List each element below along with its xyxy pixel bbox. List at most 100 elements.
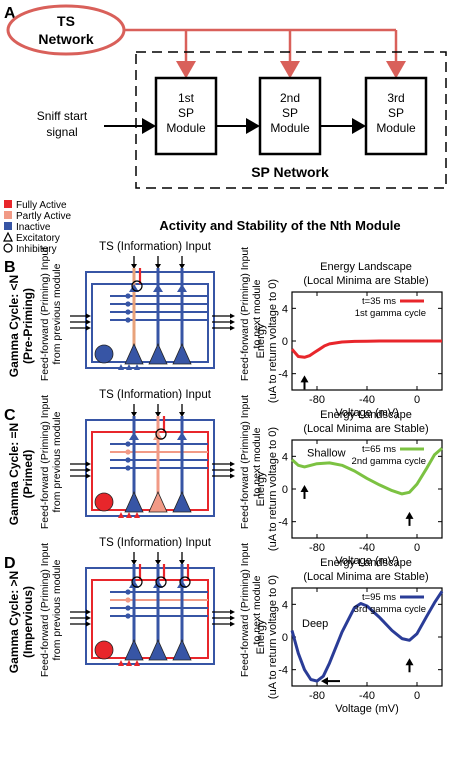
inhibitory-synapse: [155, 428, 167, 440]
section-title: Activity and Stability of the Nth Module: [159, 218, 400, 233]
synapse-dot: [125, 449, 131, 455]
ff-out-arrowhead: [230, 473, 235, 479]
ff-prev-label: from previous module: [51, 559, 63, 660]
synapse-dot: [125, 589, 131, 595]
x-tick-label: -80: [309, 542, 325, 554]
y-tick-label: -4: [278, 517, 288, 529]
ff-out-arrowhead: [230, 325, 235, 331]
inhibitory-interneuron: [94, 640, 114, 660]
inhibitory-synapse: [131, 280, 143, 292]
inhibitory-icon: [3, 243, 13, 253]
minimum-arrow-head: [405, 511, 414, 519]
module-3-l3: Module: [376, 121, 416, 135]
y-tick-label: 4: [282, 303, 288, 315]
row-label: B: [4, 259, 16, 276]
ff-next-label: to next module: [251, 279, 263, 348]
interneuron-synapse: [118, 364, 124, 370]
ff-in-arrowhead: [86, 615, 91, 621]
synapse-excitatory: [177, 580, 187, 588]
y-tick-label: 4: [282, 599, 288, 611]
legend-time: t=95 ms: [362, 592, 396, 603]
shallow-arrow-head: [300, 484, 309, 492]
ff-out-arrowhead: [230, 621, 235, 627]
ff-next-label: Feed-forward (Priming) Input: [239, 543, 251, 677]
ff-next-label: Feed-forward (Priming) Input: [239, 247, 251, 381]
synapse-dot: [125, 317, 131, 323]
y-axis-label-2: (uA to return voltage to 0): [267, 279, 279, 403]
y-axis-label: Energy: [255, 323, 267, 358]
y-tick-label: 0: [282, 336, 288, 348]
interneuron-synapse: [134, 364, 140, 370]
x-axis-label: Voltage (mV): [335, 703, 399, 715]
sp-network-label: SP Network: [251, 164, 329, 180]
synapse-dot: [125, 613, 131, 619]
interneuron-synapse: [118, 512, 124, 518]
synapse-excitatory: [177, 284, 187, 292]
synapse-excitatory: [177, 432, 187, 440]
x-tick-label: -80: [309, 690, 325, 702]
ff-prev-label: Feed-forward (Priming) Input: [39, 395, 51, 529]
inhibitory-synapse: [179, 576, 191, 588]
synapse-excitatory: [129, 580, 139, 588]
legend-partly-active-swatch: [4, 211, 12, 219]
neuron-excitatory: [172, 343, 192, 365]
ts-input-arrowhead: [131, 412, 137, 417]
ts-input-label: TS (Information) Input: [99, 241, 212, 253]
ts-network-label-1: TS: [57, 13, 75, 29]
neuron-excitatory: [148, 639, 168, 661]
neuron-excitatory: [124, 639, 144, 661]
energy-subtitle: (Local Minima are Stable): [303, 275, 428, 287]
interneuron-synapse: [118, 660, 124, 666]
y-tick-label: -4: [278, 369, 288, 381]
ff-in-arrowhead: [86, 461, 91, 467]
y-axis-label-2: (uA to return voltage to 0): [267, 575, 279, 699]
ts-input-arrowhead: [179, 560, 185, 565]
shallow-label: Shallow: [307, 448, 346, 460]
sniff-label-2: signal: [46, 125, 77, 139]
ff-out-arrowhead: [230, 615, 235, 621]
x-axis-label: Voltage (mV): [335, 555, 399, 567]
module-2-l1: 2nd: [280, 91, 300, 105]
energy-title: Energy Landscape: [320, 409, 412, 421]
ts-input-label: TS (Information) Input: [99, 537, 212, 549]
legend-fully-active-swatch: [4, 200, 12, 208]
x-tick-label: 0: [414, 394, 420, 406]
legend-time: t=35 ms: [362, 296, 396, 307]
ff-out-arrowhead: [230, 313, 235, 319]
legend-time: t=65 ms: [362, 444, 396, 455]
sniff-label-1: Sniff start: [37, 109, 88, 123]
y-axis-label: Energy: [255, 471, 267, 506]
legend: Fully Active Partly Active Inactive Exci…: [3, 200, 71, 255]
x-tick-label: -40: [359, 394, 375, 406]
neuron-excitatory: [172, 491, 192, 513]
synapse-dot: [125, 597, 131, 603]
neuron-excitatory: [172, 639, 192, 661]
ff-in-arrowhead: [86, 473, 91, 479]
ff-next-label: to next module: [251, 575, 263, 644]
neuron-excitatory: [124, 491, 144, 513]
ts-input-arrowhead: [155, 412, 161, 417]
ts-input-arrowhead: [179, 264, 185, 269]
ff-in-arrowhead: [86, 313, 91, 319]
inhibitory-synapse: [131, 576, 143, 588]
minimum-arrow-head: [300, 375, 309, 383]
energy-title: Energy Landscape: [320, 557, 412, 569]
ff-prev-label: from previous module: [51, 411, 63, 512]
energy-curve: [290, 447, 443, 496]
module-2-l2: SP: [282, 106, 298, 120]
row-label: C: [4, 407, 16, 424]
interneuron-synapse: [134, 512, 140, 518]
sp-network-box: [135, 51, 447, 189]
ts-input-arrowhead: [131, 560, 137, 565]
module-1-l3: Module: [166, 121, 206, 135]
ff-out-arrowhead: [230, 461, 235, 467]
y-tick-label: 0: [282, 484, 288, 496]
ts-input-arrowhead: [131, 264, 137, 269]
interneuron-synapse: [126, 512, 132, 518]
ts-network-label-2: Network: [38, 31, 93, 47]
ts-input-arrowhead: [155, 560, 161, 565]
legend-inactive: Inactive: [16, 222, 51, 233]
module-2-l3: Module: [270, 121, 310, 135]
inhibitory-synapse: [155, 576, 167, 588]
